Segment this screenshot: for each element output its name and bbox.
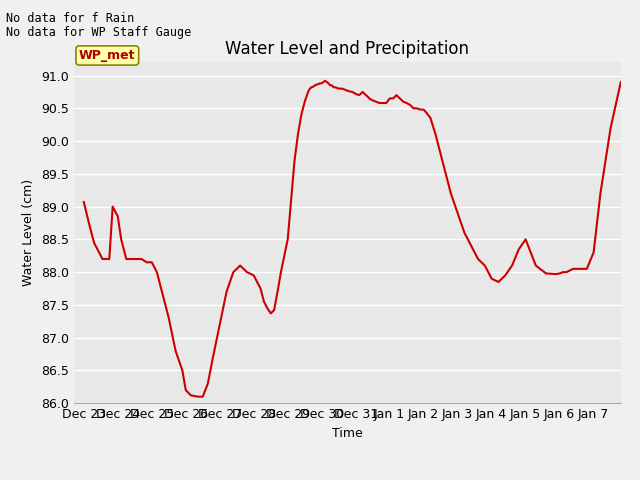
Legend: Water Pressure: Water Pressure: [273, 475, 421, 480]
Text: No data for f Rain: No data for f Rain: [6, 12, 134, 25]
Title: Water Level and Precipitation: Water Level and Precipitation: [225, 40, 469, 58]
X-axis label: Time: Time: [332, 427, 363, 440]
Y-axis label: Water Level (cm): Water Level (cm): [22, 179, 35, 287]
Text: WP_met: WP_met: [79, 49, 136, 62]
Text: No data for WP Staff Gauge: No data for WP Staff Gauge: [6, 26, 191, 39]
